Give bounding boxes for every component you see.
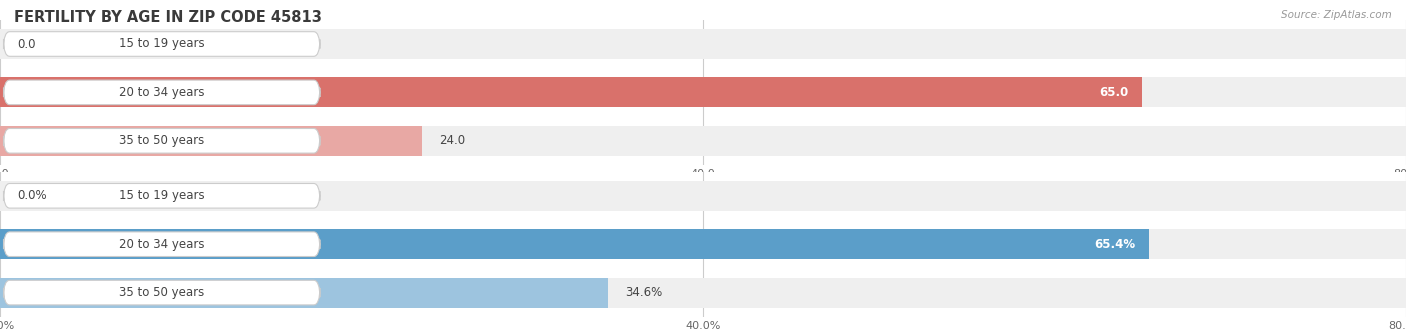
- Bar: [0, 278, 1406, 308]
- Bar: [0, 78, 1406, 107]
- Text: 35 to 50 years: 35 to 50 years: [120, 134, 204, 147]
- Bar: [0, 278, 609, 308]
- Bar: [0, 229, 1406, 259]
- Text: 0.0: 0.0: [17, 38, 37, 50]
- FancyBboxPatch shape: [3, 80, 319, 105]
- Text: 15 to 19 years: 15 to 19 years: [120, 38, 204, 50]
- FancyBboxPatch shape: [3, 128, 319, 153]
- Bar: [0, 29, 1406, 59]
- Text: 65.4%: 65.4%: [1094, 238, 1136, 251]
- Text: 24.0: 24.0: [439, 134, 465, 147]
- FancyBboxPatch shape: [3, 32, 319, 56]
- Text: 20 to 34 years: 20 to 34 years: [120, 238, 204, 251]
- Text: 35 to 50 years: 35 to 50 years: [120, 286, 204, 299]
- Bar: [0, 229, 1150, 259]
- Text: 20 to 34 years: 20 to 34 years: [120, 86, 204, 99]
- FancyBboxPatch shape: [3, 183, 319, 208]
- Text: 65.0: 65.0: [1099, 86, 1129, 99]
- Bar: [0, 126, 1406, 156]
- FancyBboxPatch shape: [3, 232, 319, 256]
- Text: 34.6%: 34.6%: [626, 286, 662, 299]
- Text: Source: ZipAtlas.com: Source: ZipAtlas.com: [1281, 10, 1392, 20]
- Bar: [0, 181, 1406, 211]
- Text: FERTILITY BY AGE IN ZIP CODE 45813: FERTILITY BY AGE IN ZIP CODE 45813: [14, 10, 322, 25]
- Text: 0.0%: 0.0%: [17, 189, 48, 202]
- FancyBboxPatch shape: [3, 280, 319, 305]
- Text: 15 to 19 years: 15 to 19 years: [120, 189, 204, 202]
- Bar: [0, 78, 1142, 107]
- Bar: [0, 126, 422, 156]
